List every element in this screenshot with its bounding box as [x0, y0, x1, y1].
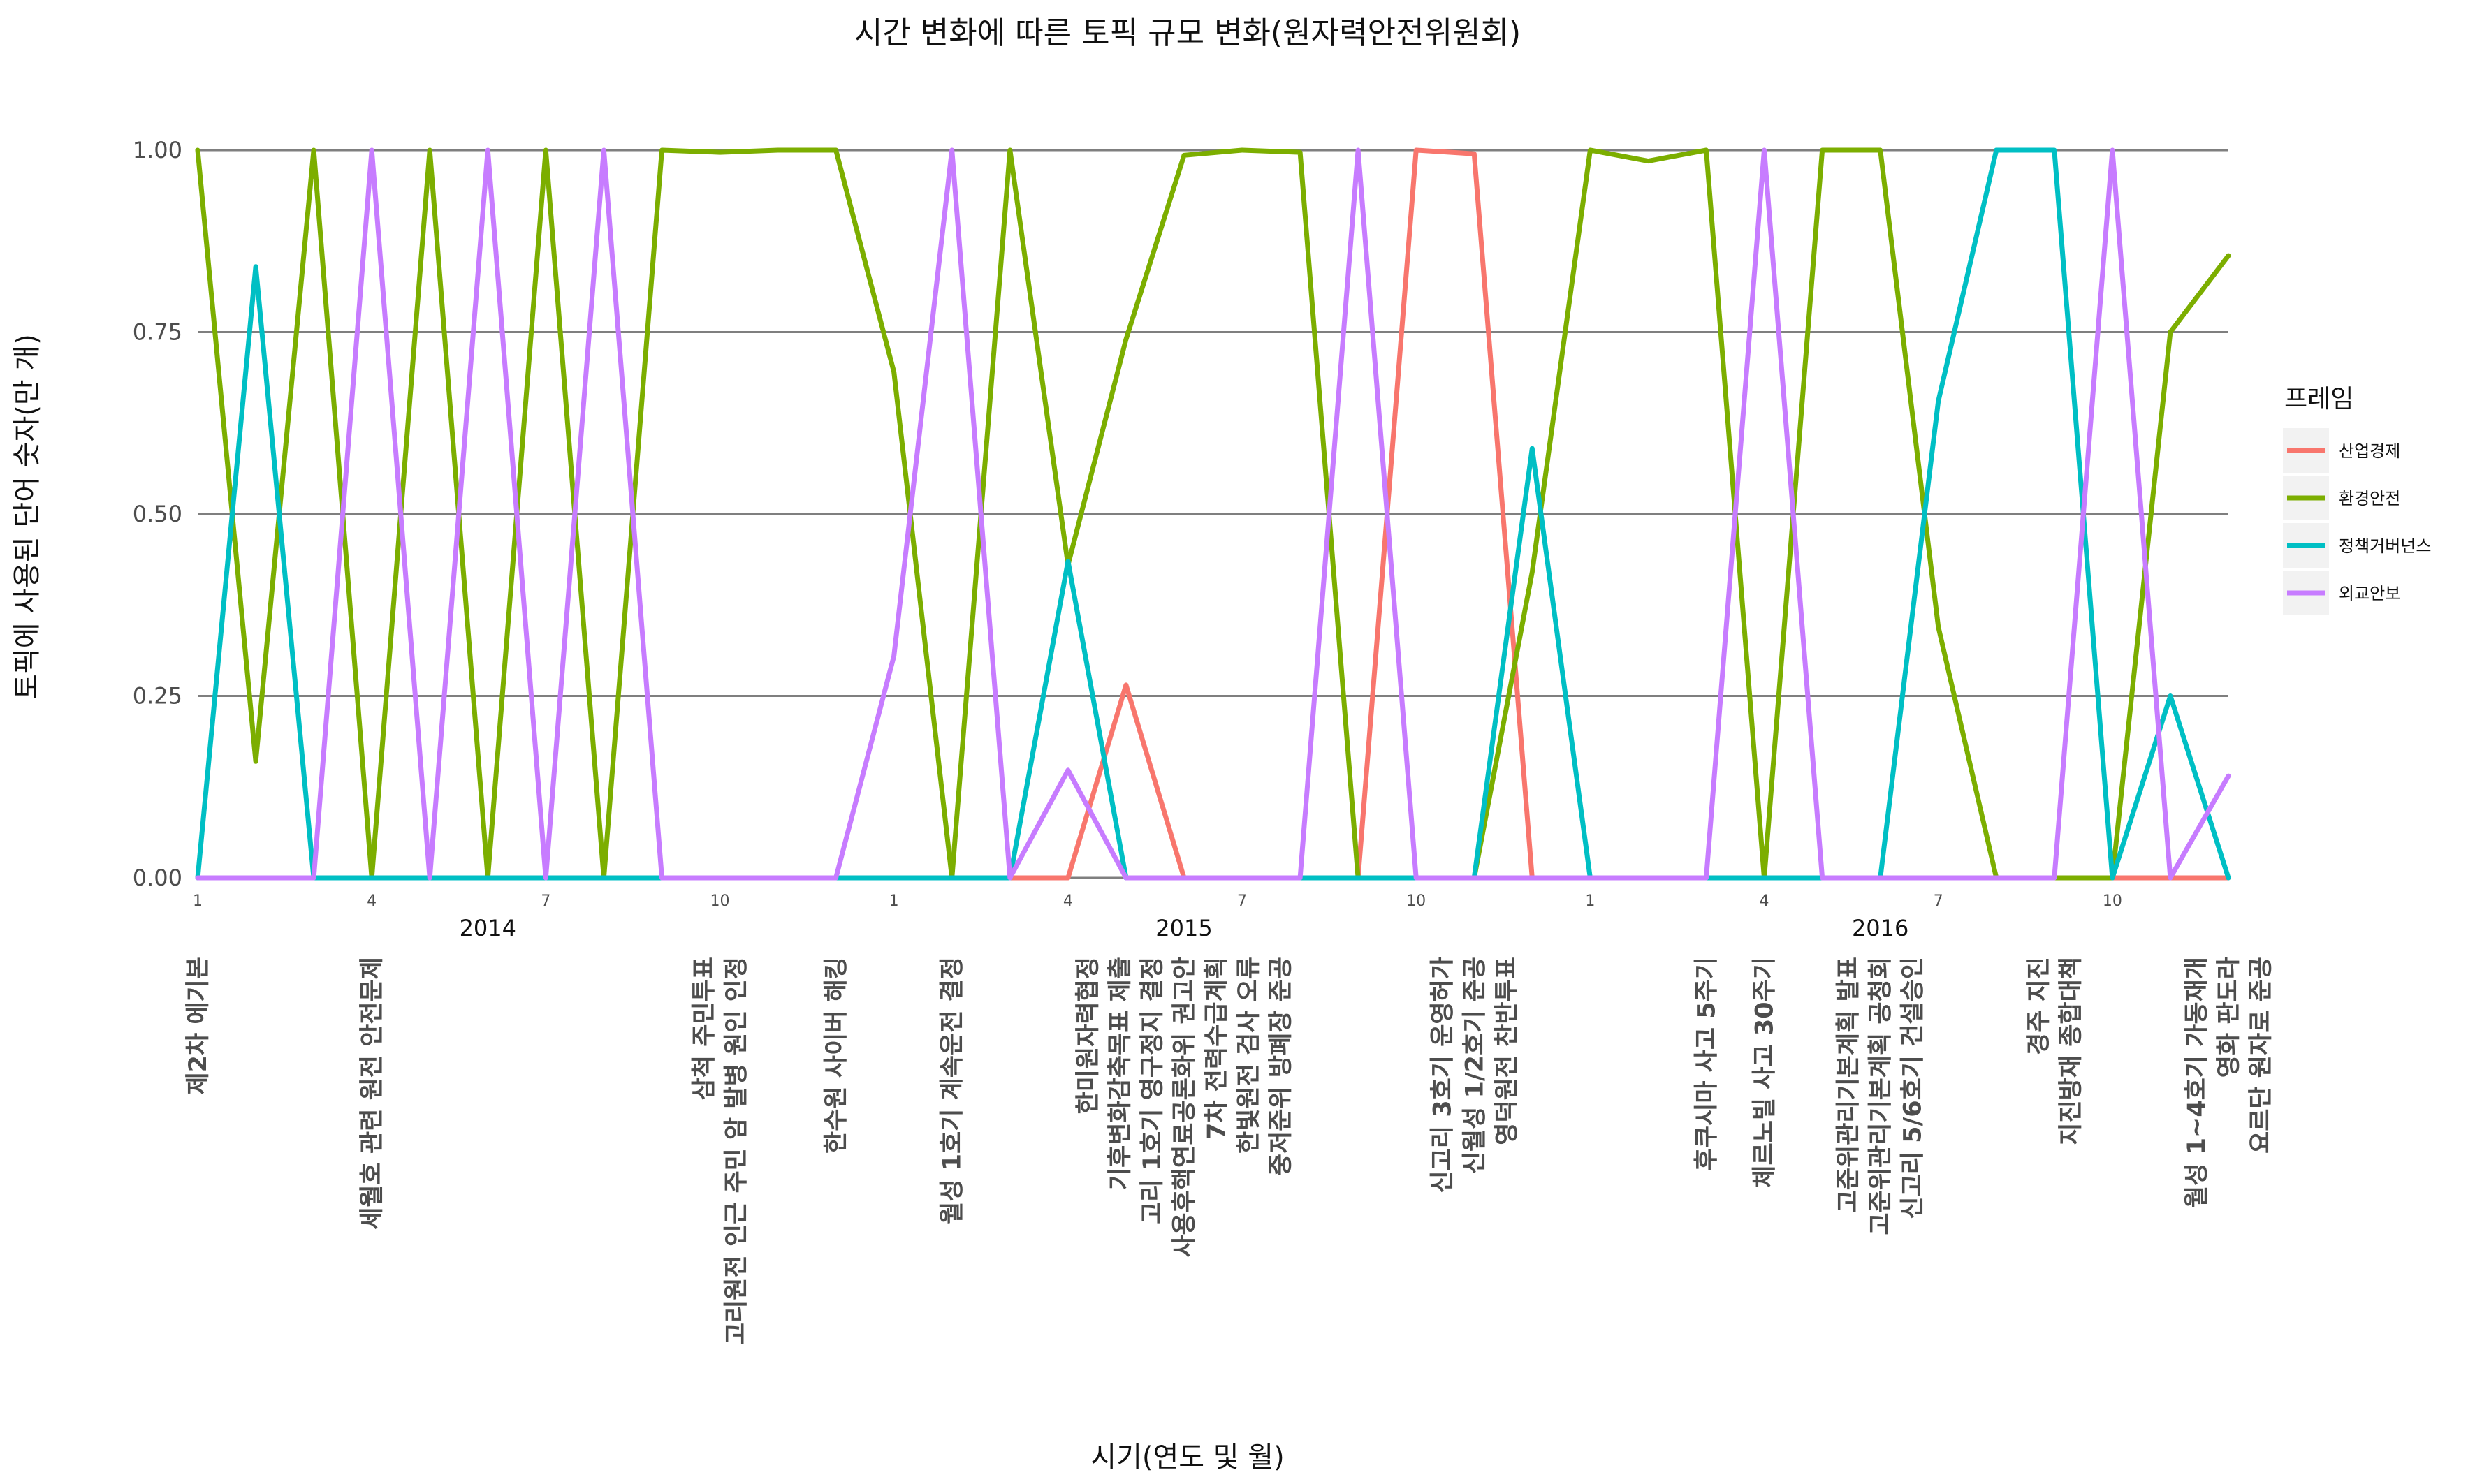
event-label: 세월호 관련 원전 안전문제	[358, 957, 386, 1230]
x-month-label: 10	[710, 892, 730, 910]
x-year-label: 2016	[1852, 915, 1908, 941]
series-line-외교안보	[195, 147, 2231, 881]
event-label: 고준위관리기본계획 발표	[1835, 957, 1863, 1212]
x-month-label: 1	[1585, 892, 1595, 910]
y-tick-label: 0.25	[133, 683, 182, 710]
x-month-label: 10	[2103, 892, 2122, 910]
x-month-label: 4	[367, 892, 377, 910]
event-label: 고리 1호기 영구정지 결정	[1139, 957, 1167, 1224]
event-label: 영화 판도라	[2215, 957, 2243, 1078]
event-label: 신고리 5/6호기 건설승인	[1899, 957, 1927, 1219]
event-label: 중저준위 방폐장 준공	[1267, 957, 1295, 1176]
event-label: 후쿠시마 사고 5주기	[1693, 957, 1721, 1170]
legend-title: 프레임	[2284, 385, 2353, 413]
legend-label: 외교안보	[2339, 584, 2400, 603]
series-line-환경안전	[195, 147, 2231, 881]
event-annotations: 제2차 에기본 세월호 관련 원전 안전문제 삼척 주민투표 고리원전 인근 주민 암…	[184, 957, 2275, 1345]
event-label: 체르노빌 사고 30주기	[1751, 957, 1779, 1188]
legend-label: 정책거버넌스	[2339, 536, 2431, 556]
chart-title: 시간 변화에 따른 토픽 규모 변화(원자력안전위원회)	[854, 15, 1521, 51]
y-tick-label: 0.75	[133, 319, 182, 346]
x-year-label: 2014	[460, 915, 516, 941]
x-month-label: 7	[1237, 892, 1247, 910]
x-month-label: 7	[1934, 892, 1943, 910]
event-label: 지진방재 종합대책	[2057, 957, 2085, 1145]
y-tick-label: 0.00	[133, 865, 182, 891]
x-month-label: 4	[1063, 892, 1073, 910]
event-label: 삼척 주민투표	[691, 957, 719, 1100]
event-label: 한수원 사이버 해킹	[823, 957, 851, 1154]
y-axis-title: 토픽에 사용된 단어 숫자(만 개)	[11, 334, 43, 700]
event-label: 고리원전 인근 주민 암 발병 원인 인정	[723, 957, 751, 1345]
x-month-label: 7	[541, 892, 550, 910]
x-year-label: 2015	[1155, 915, 1212, 941]
legend-label: 산업경제	[2339, 441, 2400, 461]
y-tick-label: 1.00	[133, 137, 182, 163]
x-month-label: 4	[1760, 892, 1769, 910]
y-tick-label: 0.50	[133, 501, 182, 527]
event-label: 요르단 원자로 준공	[2247, 957, 2275, 1154]
event-label: 영덕원전 찬반투표	[1493, 957, 1521, 1145]
event-label: 월성 1~4호기 가동재개	[2183, 957, 2211, 1208]
x-month-label: 10	[1406, 892, 1426, 910]
x-axis-labels: 1 4 7 10 1 4 7 10 1 4 7 10 2014 2015 2016	[193, 892, 2122, 941]
x-month-label: 1	[193, 892, 203, 910]
event-label: 월성 1호기 계속운전 결정	[939, 957, 967, 1224]
event-label: 사용후핵연료공론화위 권고안	[1171, 957, 1199, 1258]
event-label: 한빛원전 검사 오류	[1235, 957, 1263, 1154]
event-label: 경주 지진	[2025, 957, 2053, 1055]
event-label: 기후변화감축목표 제출	[1107, 957, 1134, 1190]
y-axis-ticks: 0.00 0.25 0.50 0.75 1.00	[133, 137, 182, 891]
x-month-label: 1	[889, 892, 899, 910]
event-label: 고준위관리기본계획 공청회	[1867, 957, 1895, 1235]
event-label: 한미원자력협정	[1074, 957, 1102, 1114]
x-axis-title: 시기(연도 및 월)	[1090, 1441, 1284, 1474]
event-label: 제2차 에기본	[184, 957, 212, 1095]
legend-label: 환경안전	[2339, 489, 2400, 508]
event-label: 신고리 3호기 운영허가	[1429, 957, 1456, 1193]
series-lines	[195, 147, 2231, 881]
event-label: 신월성 1/2호기 준공	[1461, 957, 1489, 1174]
event-label: 7차 전력수급계획	[1203, 957, 1231, 1140]
